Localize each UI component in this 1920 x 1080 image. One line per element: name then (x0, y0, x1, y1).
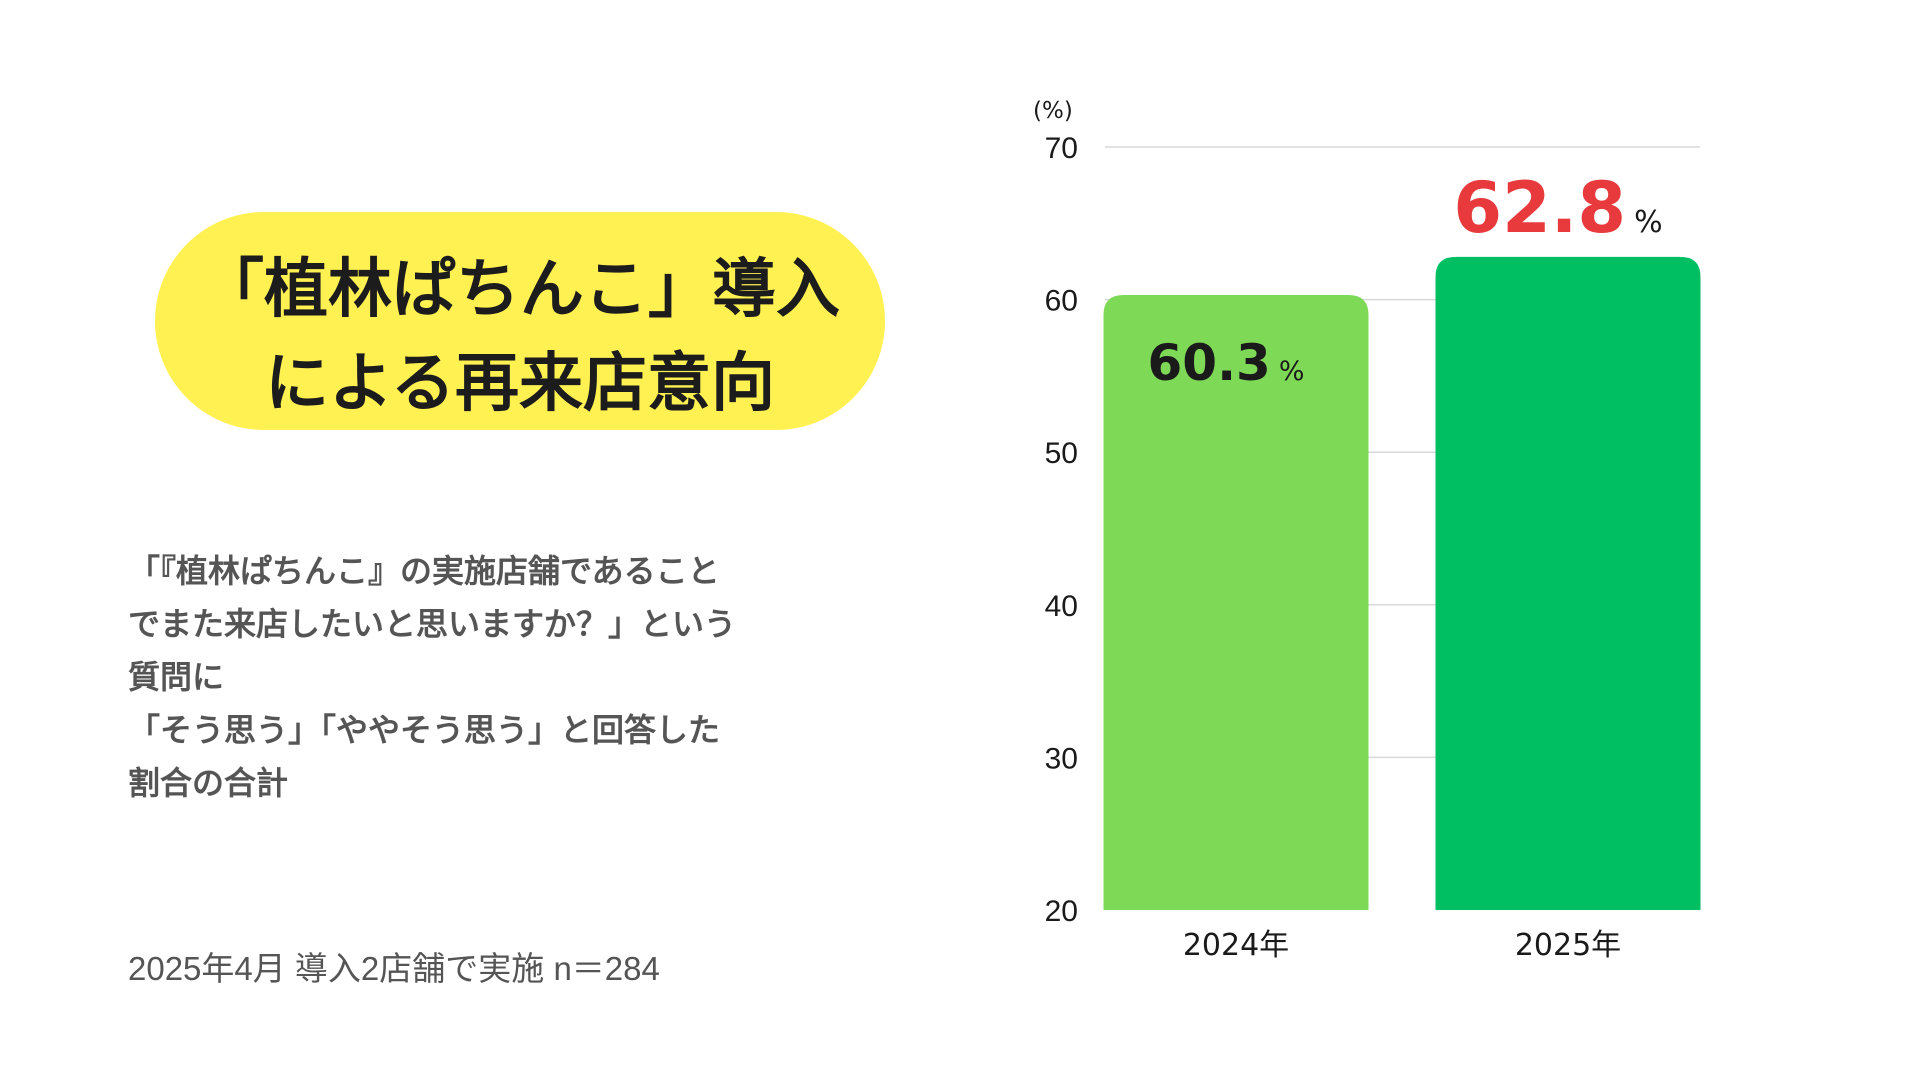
y-axis-ticks: 20 30 40 50 60 70 (1045, 132, 1078, 928)
description-line: 割合の合計 (128, 764, 289, 802)
y-tick-label: 30 (1045, 742, 1078, 775)
y-tick-label: 50 (1045, 437, 1078, 470)
description-line: でまた来店したいと思いますか？」という (128, 605, 737, 643)
description-line: 「そう思う」「ややそう思う」と回答した (128, 711, 721, 749)
y-tick-label: 60 (1045, 285, 1078, 318)
y-axis-unit-label: (%) (1033, 98, 1073, 124)
description-line: 質問に (128, 658, 225, 696)
description-line: 「『植林ぱちんこ』の実施店舗であること (128, 552, 720, 590)
value-label: 60.3% (1147, 334, 1304, 392)
bar-2025年 (1435, 256, 1701, 910)
x-category-label: 2024年 (1183, 928, 1289, 963)
y-tick-label: 70 (1045, 132, 1078, 165)
survey-footnote: 2025年4月 導入2店舗で実施 n＝284 (128, 950, 660, 987)
title-line-1: 「植林ぱちんこ」導入 (200, 253, 840, 327)
value-label: 62.8% (1453, 167, 1662, 249)
y-tick-label: 40 (1045, 590, 1078, 623)
bars (1103, 256, 1701, 911)
category-labels: 2024年 2025年 (1183, 928, 1621, 963)
bar-2024年 (1103, 295, 1369, 911)
title-line-2: による再来店意向 (264, 347, 776, 421)
value-labels: 60.3 % 62.8% (1147, 167, 1662, 392)
question-description: 「『植林ぱちんこ』の実施店舗であること でまた来店したいと思いますか？」という … (128, 545, 868, 810)
x-category-label: 2025年 (1515, 928, 1621, 963)
y-tick-label: 20 (1045, 895, 1078, 928)
title-background (155, 212, 885, 430)
